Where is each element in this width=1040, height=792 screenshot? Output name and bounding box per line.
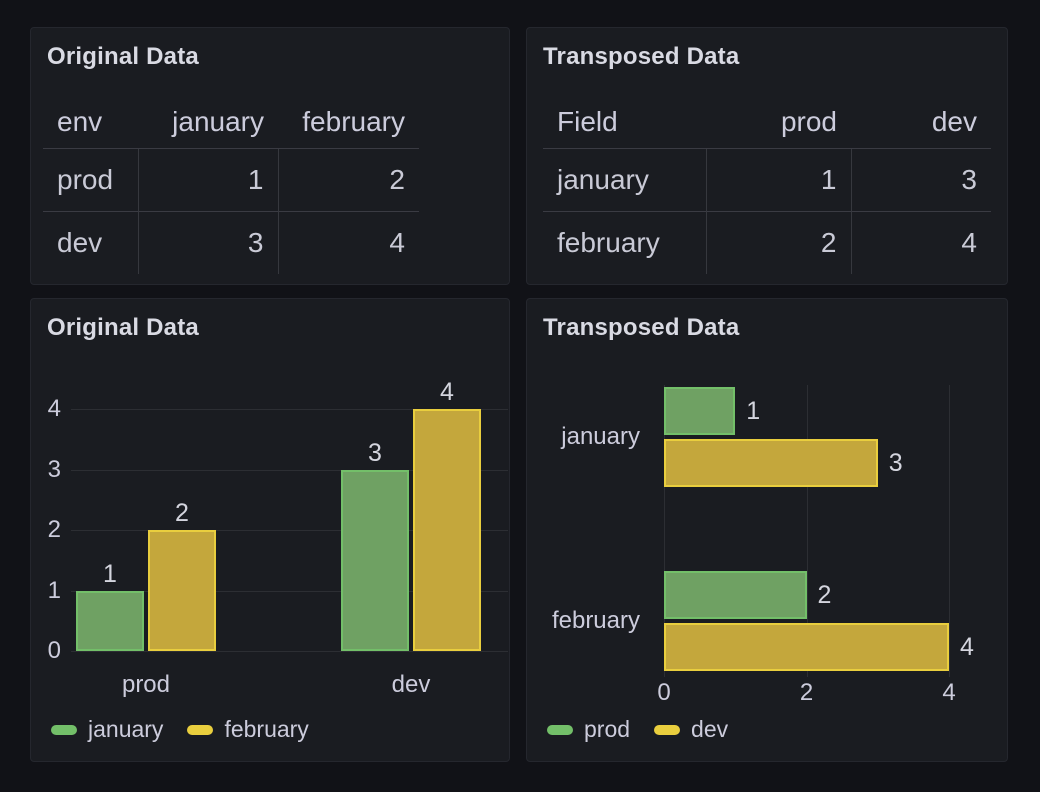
gridline-y-1	[71, 590, 508, 592]
x-axis-label-prod: prod	[121, 671, 171, 698]
table-row-january: january 1 3	[543, 147, 991, 211]
gridline-x-0	[664, 385, 665, 677]
table-cell: 4	[850, 210, 991, 274]
bar-chart-original: 0 1 2 3 4 1 2 prod 3 4 dev january february	[31, 299, 509, 761]
bar-dev-february[interactable]	[413, 409, 481, 651]
bar-february-prod[interactable]	[664, 571, 807, 619]
table-cell: 3	[850, 147, 991, 211]
legend-label: february	[224, 716, 309, 742]
bar-february-dev[interactable]	[664, 623, 949, 671]
legend-label: january	[88, 716, 164, 742]
gridline-y-4	[71, 409, 508, 410]
bar-january-prod[interactable]	[664, 387, 736, 435]
gridline-x-4	[949, 385, 950, 677]
panel-chart-transposed: Transposed Data 0 2 4 1 3 january 2 4 february pr…	[526, 298, 1008, 762]
legend-item-prod[interactable]: prod	[547, 716, 630, 743]
gridline-y-2	[71, 530, 508, 531]
panel-title: Original Data	[47, 314, 199, 341]
table-cell: february	[543, 210, 706, 274]
y-axis-label-february: february	[551, 607, 640, 634]
y-axis-label-1: 1	[47, 576, 61, 604]
y-axis-label-0: 0	[47, 637, 61, 664]
panel-chart-original: Original Data 0 1 2 3 4 1 2 prod 3 4 dev january feb…	[30, 298, 510, 762]
legend-label: dev	[691, 716, 729, 742]
legend-item-february[interactable]: february	[187, 716, 309, 743]
table-row-prod: prod 1 2	[43, 147, 419, 211]
x-axis-label-2: 2	[799, 679, 814, 706]
column-header-env[interactable]: env	[57, 105, 103, 137]
table-cell: 2	[277, 147, 419, 211]
y-axis-label-3: 3	[47, 455, 61, 483]
legend-color-pill	[654, 724, 681, 735]
bar-value-label: 3	[368, 438, 382, 467]
table-cell: 1	[137, 147, 278, 211]
column-header-february[interactable]: february	[302, 105, 405, 137]
bar-value-label: 1	[103, 559, 117, 588]
panel-title: Original Data	[47, 43, 199, 70]
panel-title: Transposed Data	[543, 43, 740, 70]
gridline-x-2	[806, 385, 808, 677]
legend-color-pill	[187, 724, 214, 735]
bar-prod-february[interactable]	[148, 530, 216, 651]
legend-color-pill	[547, 724, 573, 735]
table-row-february: february 2 4	[543, 210, 991, 274]
y-axis-label-january: january	[561, 423, 640, 450]
column-header-prod[interactable]: prod	[780, 105, 837, 137]
bar-prod-january[interactable]	[76, 590, 144, 651]
table-cell: 2	[705, 210, 851, 274]
bar-value-label: 2	[817, 581, 832, 609]
table-cell: dev	[43, 210, 138, 274]
x-axis-label-4: 4	[942, 679, 956, 706]
bar-january-dev[interactable]	[664, 439, 878, 487]
bar-value-label: 3	[888, 449, 903, 477]
panel-table-original: Original Data env january february prod 1 2 de…	[30, 27, 510, 285]
panel-title: Transposed Data	[543, 314, 740, 341]
panel-table-transposed: Transposed Data Field prod dev january 1 3 feb…	[526, 27, 1008, 285]
data-table-transposed: Field prod dev january 1 3 february 2 4	[543, 104, 991, 274]
legend-item-dev[interactable]: dev	[654, 716, 728, 743]
table-header-row: Field prod dev	[543, 104, 991, 148]
bar-value-label: 4	[960, 633, 974, 661]
bar-value-label: 2	[175, 499, 189, 527]
column-header-Field[interactable]: Field	[557, 105, 618, 137]
bar-chart-transposed: 0 2 4 1 3 january 2 4 february prod dev	[527, 299, 1007, 761]
gridline-y-3	[71, 469, 508, 471]
column-header-january[interactable]: january	[172, 105, 264, 137]
table-cell: 3	[137, 210, 278, 274]
table-cell: 4	[277, 210, 419, 274]
bar-value-label: 1	[746, 397, 761, 425]
legend-item-january[interactable]: january	[51, 716, 163, 743]
table-header-row: env january february	[43, 104, 419, 148]
data-table-original: env january february prod 1 2 dev 3 4	[43, 104, 419, 274]
gridline-y-0	[71, 651, 508, 652]
column-header-dev[interactable]: dev	[931, 105, 977, 137]
table-cell: 1	[705, 147, 851, 211]
x-axis-label-0: 0	[657, 679, 671, 706]
table-cell: prod	[43, 147, 138, 211]
bar-value-label: 4	[440, 378, 454, 406]
bar-dev-january[interactable]	[341, 469, 409, 651]
y-axis-label-4: 4	[47, 395, 61, 422]
x-axis-label-dev: dev	[391, 671, 431, 698]
legend-color-pill	[51, 724, 77, 735]
chart-legend: prod dev	[547, 716, 728, 743]
chart-legend: january february	[51, 716, 309, 743]
table-cell: january	[543, 147, 706, 211]
table-row-dev: dev 3 4	[43, 210, 419, 274]
legend-label: prod	[584, 716, 631, 742]
y-axis-label-2: 2	[47, 516, 61, 543]
